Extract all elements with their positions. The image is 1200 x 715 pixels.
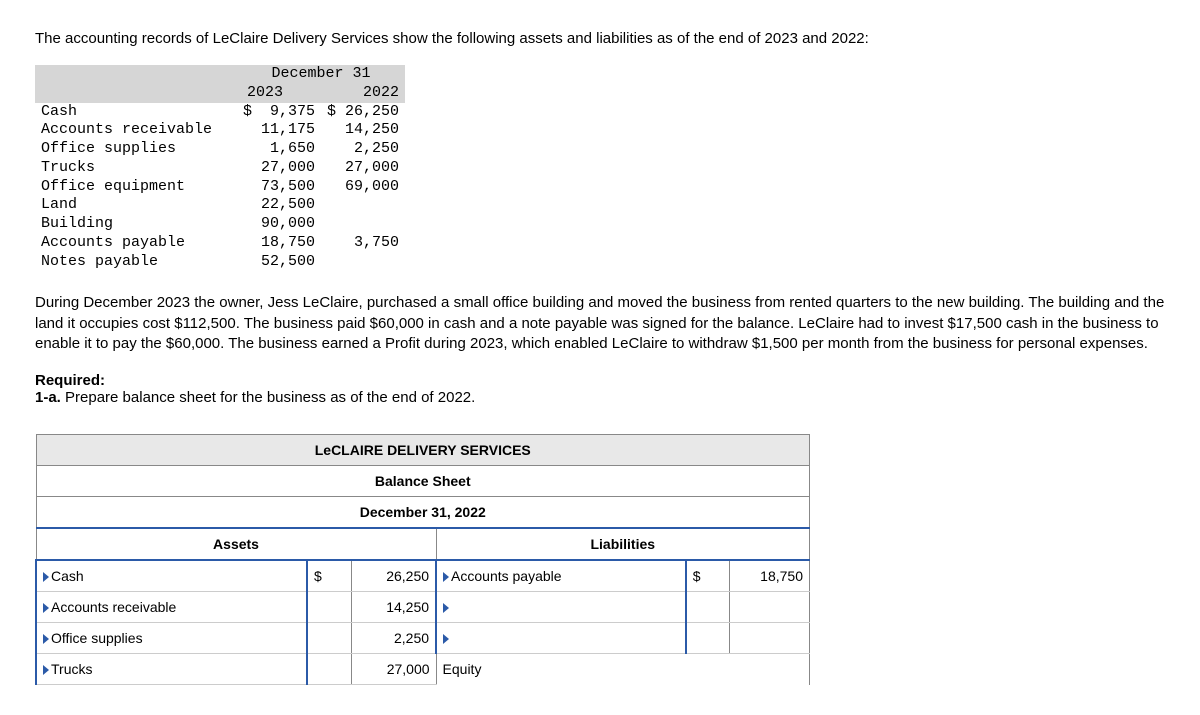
src-val-2023: 1,650 xyxy=(237,140,321,159)
src-label: Building xyxy=(35,215,237,234)
src-val-2022: 69,000 xyxy=(321,178,405,197)
intro-text: The accounting records of LeClaire Deliv… xyxy=(35,30,1165,47)
src-val-2023: 11,175 xyxy=(237,121,321,140)
src-val-2023: 52,500 xyxy=(237,253,321,272)
equity-header: Equity xyxy=(436,654,809,685)
asset-cell[interactable]: Accounts receivable xyxy=(36,592,307,623)
asset-value[interactable]: 26,250 xyxy=(351,560,436,592)
bs-company: LeCLAIRE DELIVERY SERVICES xyxy=(36,435,810,466)
required-label: Required: xyxy=(35,372,105,389)
liab-value[interactable] xyxy=(730,623,810,654)
asset-cell[interactable]: Trucks xyxy=(36,654,307,685)
src-label: Notes payable xyxy=(35,253,237,272)
task-text: Prepare balance sheet for the business a… xyxy=(61,389,475,406)
bs-title: Balance Sheet xyxy=(36,466,810,497)
src-val-2023: 18,750 xyxy=(237,234,321,253)
period-header: December 31 xyxy=(237,65,405,84)
dropdown-icon xyxy=(43,603,49,613)
dropdown-icon xyxy=(43,665,49,675)
src-val-2023: 90,000 xyxy=(237,215,321,234)
src-val-2022 xyxy=(321,253,405,272)
assets-header: Assets xyxy=(36,528,436,560)
src-val-2023: 27,000 xyxy=(237,159,321,178)
liab-cell[interactable]: Accounts payable xyxy=(436,560,686,592)
balance-sheet: LeCLAIRE DELIVERY SERVICES Balance Sheet… xyxy=(35,434,810,685)
src-val-2023: 73,500 xyxy=(237,178,321,197)
asset-cell[interactable]: Office supplies xyxy=(36,623,307,654)
src-val-2022: 14,250 xyxy=(321,121,405,140)
liab-value[interactable]: 18,750 xyxy=(730,560,810,592)
source-data-table: December 31 2023 2022 Cash$ 9,375$ 26,25… xyxy=(35,65,405,271)
src-label: Accounts receivable xyxy=(35,121,237,140)
src-label: Land xyxy=(35,196,237,215)
bs-date: December 31, 2022 xyxy=(36,497,810,529)
liab-value[interactable] xyxy=(730,592,810,623)
liab-currency[interactable]: $ xyxy=(686,560,730,592)
src-label: Office supplies xyxy=(35,140,237,159)
asset-currency[interactable] xyxy=(307,623,351,654)
col-year-2023: 2023 xyxy=(237,84,321,103)
required-block: Required:1-a. Prepare balance sheet for … xyxy=(35,372,1165,406)
src-val-2022: 27,000 xyxy=(321,159,405,178)
liab-currency[interactable] xyxy=(686,623,730,654)
liab-cell[interactable] xyxy=(436,623,686,654)
col-year-2022: 2022 xyxy=(321,84,405,103)
asset-value[interactable]: 27,000 xyxy=(351,654,436,685)
dropdown-icon xyxy=(43,634,49,644)
src-label: Trucks xyxy=(35,159,237,178)
liab-cell[interactable] xyxy=(436,592,686,623)
src-val-2023: $ 9,375 xyxy=(237,103,321,122)
liab-currency[interactable] xyxy=(686,592,730,623)
task-number: 1-a. xyxy=(35,389,61,406)
dropdown-icon xyxy=(443,572,449,582)
asset-currency[interactable]: $ xyxy=(307,560,351,592)
src-val-2022: 2,250 xyxy=(321,140,405,159)
src-label: Cash xyxy=(35,103,237,122)
src-val-2023: 22,500 xyxy=(237,196,321,215)
dropdown-icon xyxy=(43,572,49,582)
src-val-2022 xyxy=(321,196,405,215)
src-val-2022: $ 26,250 xyxy=(321,103,405,122)
asset-currency[interactable] xyxy=(307,654,351,685)
asset-value[interactable]: 2,250 xyxy=(351,623,436,654)
dropdown-icon xyxy=(443,634,449,644)
src-label: Office equipment xyxy=(35,178,237,197)
liabilities-header: Liabilities xyxy=(436,528,809,560)
asset-value[interactable]: 14,250 xyxy=(351,592,436,623)
asset-cell[interactable]: Cash xyxy=(36,560,307,592)
asset-currency[interactable] xyxy=(307,592,351,623)
src-val-2022: 3,750 xyxy=(321,234,405,253)
src-val-2022 xyxy=(321,215,405,234)
scenario-text: During December 2023 the owner, Jess LeC… xyxy=(35,293,1165,354)
src-label: Accounts payable xyxy=(35,234,237,253)
dropdown-icon xyxy=(443,603,449,613)
